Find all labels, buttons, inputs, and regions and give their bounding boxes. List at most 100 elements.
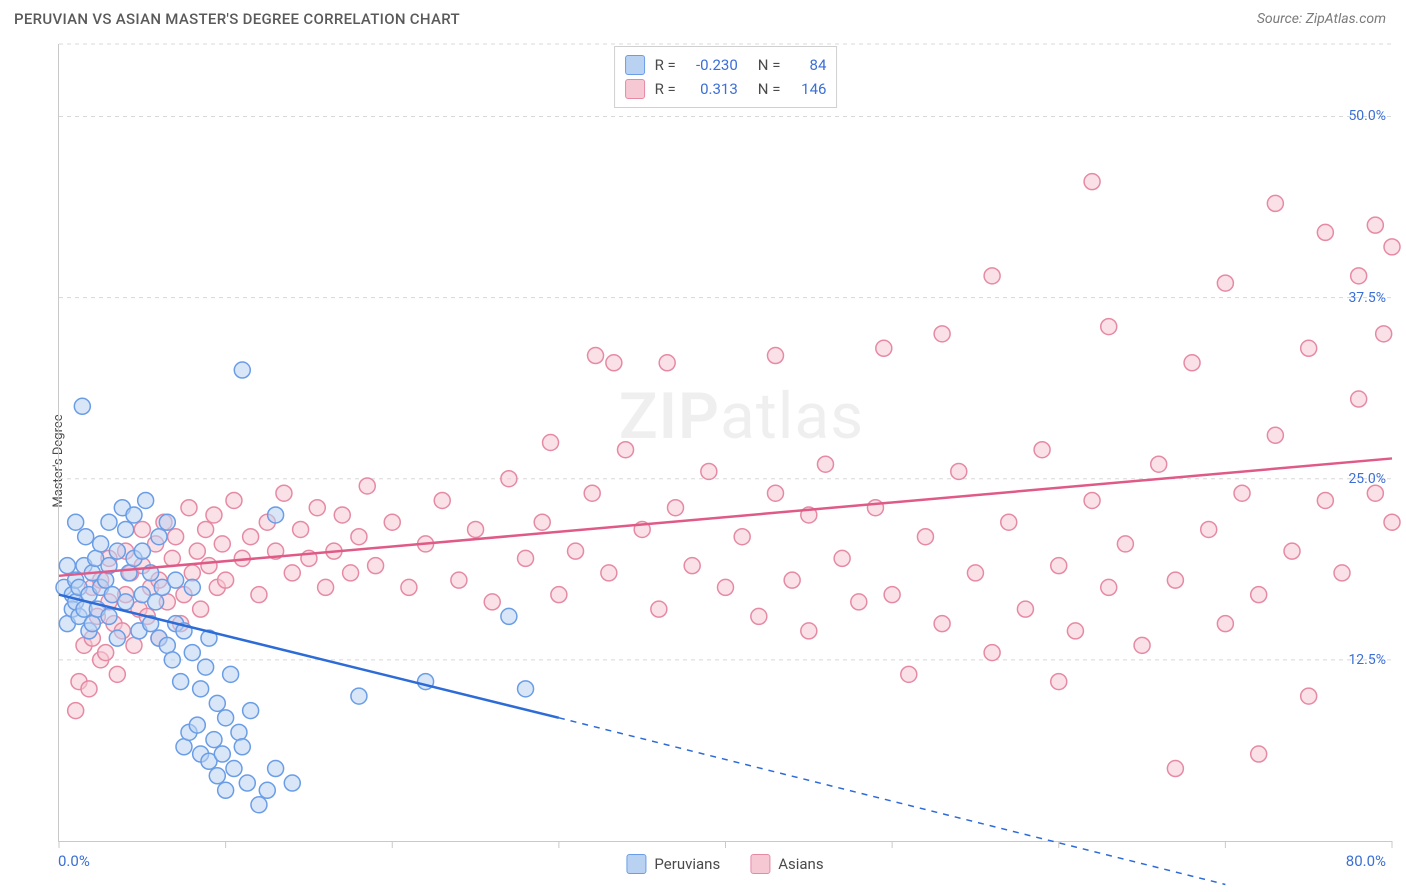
data-point (917, 529, 933, 545)
data-point (214, 536, 230, 552)
data-point (234, 739, 250, 755)
data-point (1251, 587, 1267, 603)
legend-swatch (626, 854, 646, 874)
data-point (293, 521, 309, 537)
data-point (214, 746, 230, 762)
data-point (368, 558, 384, 574)
data-point (209, 768, 225, 784)
data-point (251, 587, 267, 603)
data-point (551, 587, 567, 603)
data-point (184, 645, 200, 661)
data-point (1376, 326, 1392, 342)
data-point (967, 565, 983, 581)
data-point (1367, 485, 1383, 501)
data-point (223, 666, 239, 682)
stat-value-r: 0.313 (686, 80, 738, 98)
data-point (1351, 391, 1367, 407)
data-point (84, 616, 100, 632)
data-point (98, 645, 114, 661)
y-tick-label: 37.5% (1348, 290, 1386, 306)
data-point (234, 362, 250, 378)
data-point (118, 594, 134, 610)
data-point (588, 348, 604, 364)
data-point (276, 485, 292, 501)
data-point (1351, 268, 1367, 284)
data-point (218, 572, 234, 588)
data-point (164, 652, 180, 668)
data-point (1334, 565, 1350, 581)
legend-label: Peruvians (654, 855, 720, 873)
data-point (1051, 674, 1067, 690)
data-point (318, 579, 334, 595)
data-point (284, 775, 300, 791)
data-point (1084, 492, 1100, 508)
data-point (817, 456, 833, 472)
data-point (138, 492, 154, 508)
data-point (268, 761, 284, 777)
data-point (1251, 746, 1267, 762)
data-point (984, 645, 1000, 661)
data-point (101, 514, 117, 530)
data-point (243, 529, 259, 545)
data-point (659, 355, 675, 371)
data-point (343, 565, 359, 581)
data-point (384, 514, 400, 530)
data-point (218, 710, 234, 726)
data-point (1201, 521, 1217, 537)
data-point (951, 463, 967, 479)
data-point (206, 507, 222, 523)
data-point (543, 435, 559, 451)
data-point (231, 724, 247, 740)
data-point (93, 536, 109, 552)
data-point (718, 579, 734, 595)
data-point (1384, 514, 1400, 530)
data-point (606, 355, 622, 371)
data-point (618, 442, 634, 458)
data-point (176, 739, 192, 755)
data-point (226, 761, 242, 777)
data-point (668, 500, 684, 516)
data-point (767, 485, 783, 501)
data-point (1267, 427, 1283, 443)
data-point (101, 608, 117, 624)
data-point (934, 326, 950, 342)
data-point (168, 572, 184, 588)
stats-row: R =-0.230N =84 (625, 53, 827, 77)
trend-line (59, 595, 559, 718)
data-point (168, 529, 184, 545)
data-point (501, 608, 517, 624)
data-point (1101, 579, 1117, 595)
x-axis-min: 0.0% (58, 852, 90, 870)
data-point (484, 594, 500, 610)
data-point (851, 594, 867, 610)
data-point (159, 637, 175, 653)
data-point (1284, 543, 1300, 559)
data-point (181, 500, 197, 516)
data-point (434, 492, 450, 508)
data-point (701, 463, 717, 479)
data-point (1167, 761, 1183, 777)
data-point (1034, 442, 1050, 458)
chart-source: Source: ZipAtlas.com (1257, 11, 1386, 27)
data-point (1217, 616, 1233, 632)
data-point (834, 550, 850, 566)
data-point (189, 717, 205, 733)
data-point (1367, 217, 1383, 233)
data-point (1301, 688, 1317, 704)
legend-swatch (625, 79, 645, 99)
x-axis-row: 0.0% PeruviansAsians 80.0% (58, 844, 1392, 878)
data-point (59, 558, 75, 574)
data-point (1167, 572, 1183, 588)
data-point (1067, 623, 1083, 639)
legend-label: Asians (778, 855, 823, 873)
data-point (118, 521, 134, 537)
data-point (751, 608, 767, 624)
data-point (401, 579, 417, 595)
data-point (784, 572, 800, 588)
data-point (148, 594, 164, 610)
data-point (206, 732, 222, 748)
data-point (1084, 174, 1100, 190)
data-point (201, 558, 217, 574)
data-point (74, 398, 90, 414)
data-point (684, 558, 700, 574)
